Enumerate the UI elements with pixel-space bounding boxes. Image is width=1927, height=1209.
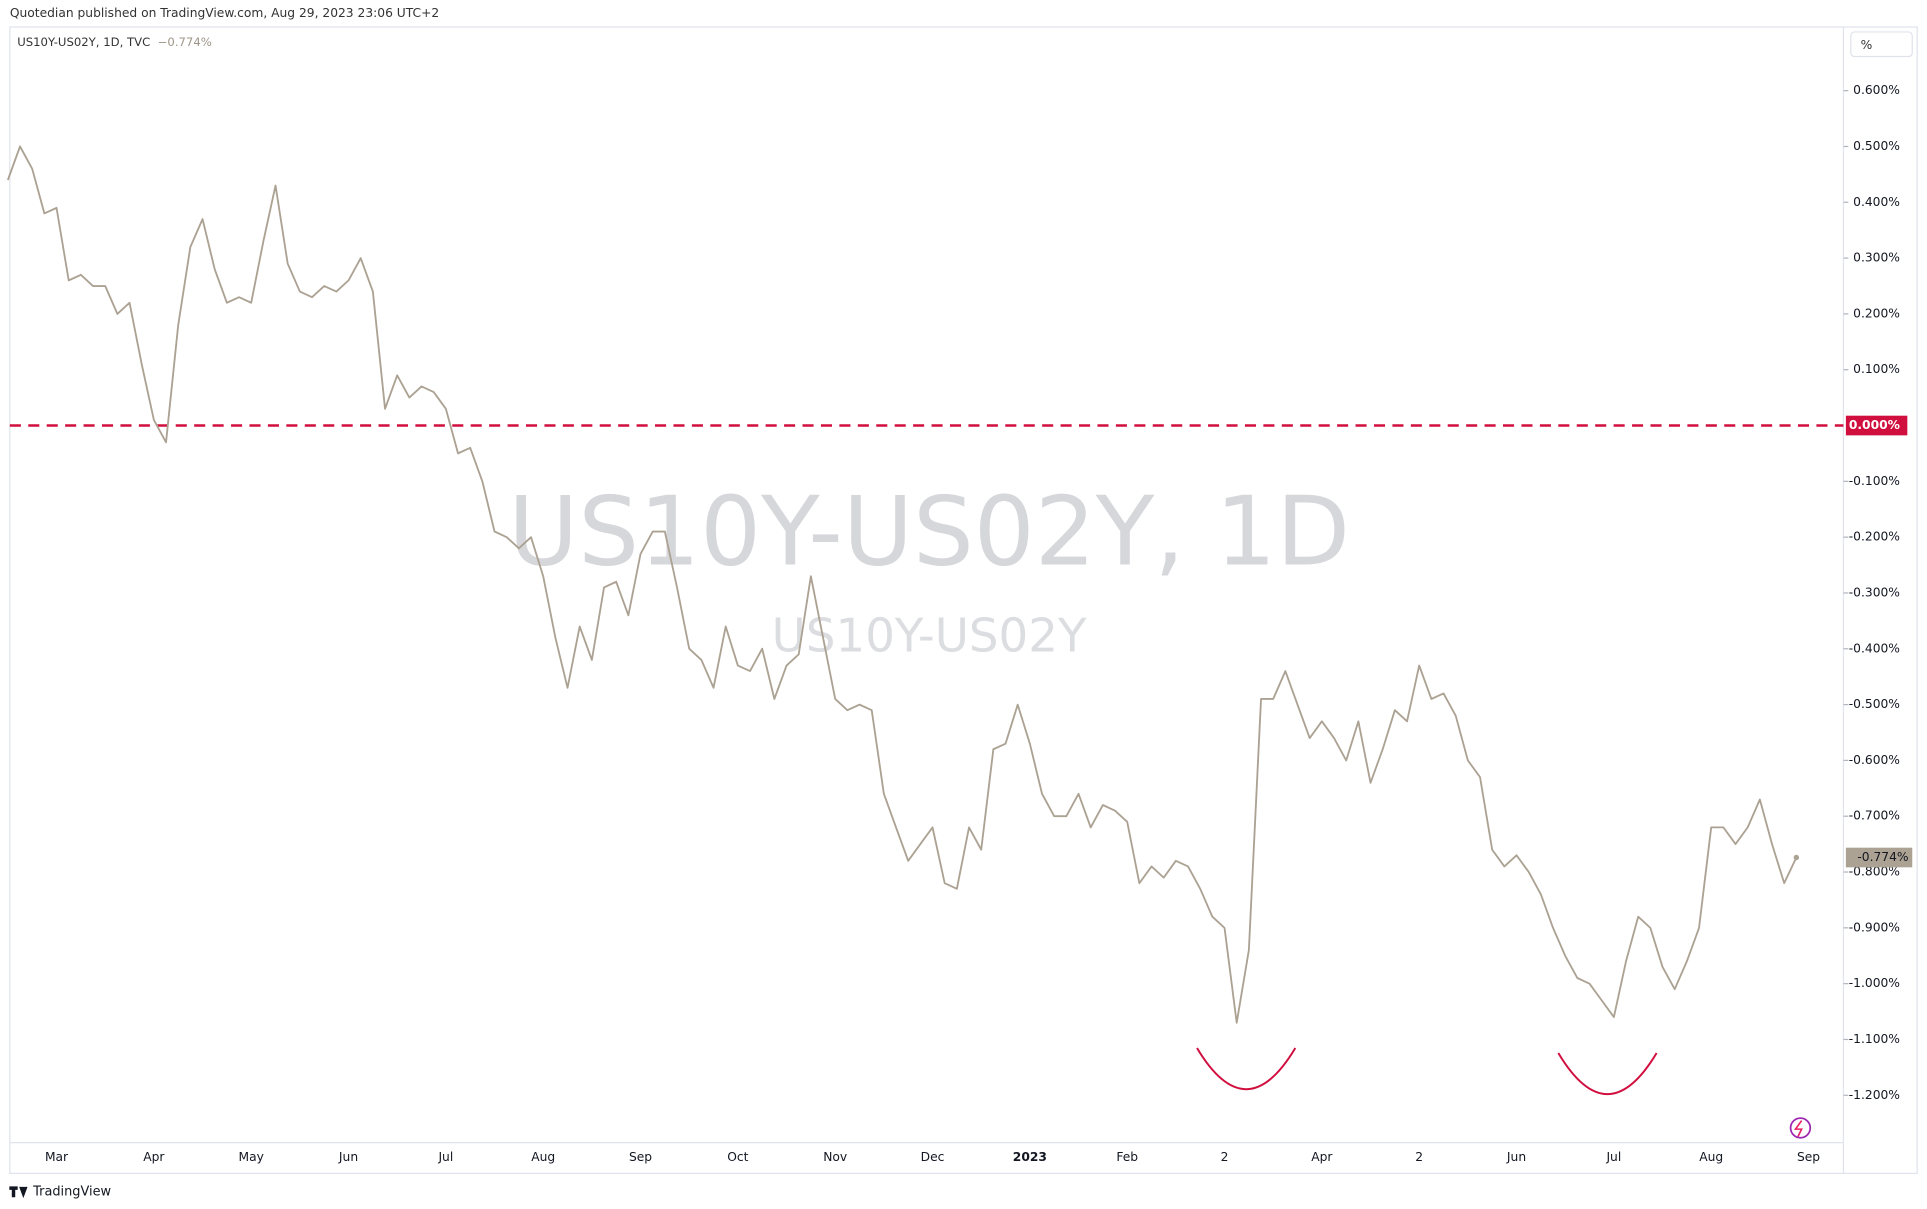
reference-line-tag — [1845, 415, 1908, 436]
alert-icon-bolt — [1793, 1120, 1803, 1137]
y-tick-label: -1.000% — [1849, 976, 1900, 990]
watermark: US10Y-US02Y, 1D — [508, 476, 1350, 588]
unit-button[interactable] — [1850, 31, 1913, 58]
x-tick-label: Mar — [45, 1150, 69, 1164]
x-tick-label: May — [239, 1150, 264, 1164]
x-tick-label: Apr — [1311, 1150, 1333, 1164]
x-tick-label: Apr — [143, 1150, 165, 1164]
x-tick-label: Aug — [1699, 1150, 1723, 1164]
y-tick-label: -1.200% — [1849, 1088, 1900, 1102]
y-tick-label: -1.100% — [1849, 1032, 1900, 1046]
x-tick-label: Oct — [727, 1150, 748, 1164]
alert-icon[interactable] — [1789, 1117, 1812, 1139]
y-tick-label: -0.200% — [1849, 530, 1900, 544]
last-value-label: -0.774% — [1857, 850, 1908, 864]
y-tick-label: 0.300% — [1853, 251, 1900, 265]
y-tick-label: -0.500% — [1849, 697, 1900, 711]
watermark-symbol: US10Y-US02Y — [772, 609, 1087, 663]
x-tick-label: 2 — [1221, 1150, 1229, 1164]
x-tick-label: Dec — [921, 1150, 945, 1164]
y-tick-label: -0.100% — [1849, 474, 1900, 488]
x-tick-label: Jun — [1506, 1150, 1526, 1164]
y-tick-label: -0.700% — [1849, 809, 1900, 823]
x-tick-label: Aug — [531, 1150, 555, 1164]
x-tick-label: Jul — [1605, 1150, 1621, 1164]
x-tick-label: Jun — [338, 1150, 358, 1164]
x-tick-label: Sep — [1797, 1150, 1820, 1164]
x-tick-label: 2023 — [1013, 1150, 1047, 1164]
y-tick-label: -0.400% — [1849, 641, 1900, 655]
x-tick-label: Feb — [1116, 1150, 1138, 1164]
y-tick-label: -0.300% — [1849, 585, 1900, 599]
y-tick-label: -0.600% — [1849, 753, 1900, 767]
last-value-tag — [1845, 847, 1913, 868]
x-tick-label: Nov — [823, 1150, 847, 1164]
legend-symbol: US10Y-US02Y, 1D, TVC −0.774% — [17, 34, 212, 48]
legend-value: −0.774% — [158, 34, 212, 48]
chart-frame — [9, 26, 1918, 1174]
brand: TradingView — [9, 1184, 111, 1199]
unit-button-label[interactable]: % — [1861, 38, 1873, 52]
series-line — [6, 145, 1798, 1024]
brand-logo — [9, 1186, 28, 1199]
brand-name: TradingView — [32, 1184, 111, 1199]
reference-line-label: 0.000% — [1849, 418, 1900, 432]
x-tick-label: 2 — [1415, 1150, 1423, 1164]
y-tick-label: 0.600% — [1853, 83, 1900, 97]
annotation-arc — [1196, 1047, 1297, 1090]
legend-symbol-text: US10Y-US02Y, 1D, TVC — [17, 34, 150, 48]
annotation-arc — [1557, 1052, 1658, 1095]
last-point — [1793, 854, 1800, 861]
y-tick-label: -0.800% — [1849, 865, 1900, 879]
y-tick-label: 0.400% — [1853, 195, 1900, 209]
y-tick-label: -0.900% — [1849, 920, 1900, 934]
publisher-line: Quotedian published on TradingView.com, … — [10, 6, 439, 20]
y-tick-label: 0.200% — [1853, 306, 1900, 320]
y-tick-label: 0.100% — [1853, 362, 1900, 376]
x-tick-label: Sep — [629, 1150, 652, 1164]
y-tick-label: 0.500% — [1853, 139, 1900, 153]
x-tick-label: Jul — [437, 1150, 453, 1164]
